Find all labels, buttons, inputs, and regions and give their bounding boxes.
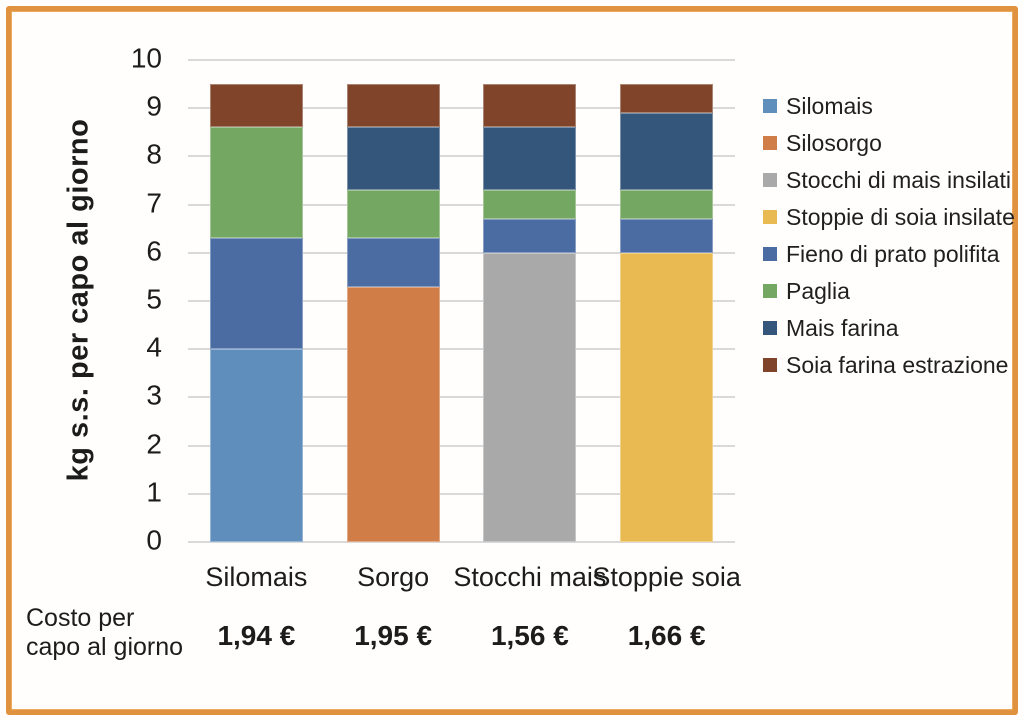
legend-item: Stocchi di mais insilati (763, 168, 1015, 192)
bar-segment (620, 84, 714, 114)
legend-swatch-icon (763, 99, 777, 113)
bar-segment (346, 127, 440, 191)
y-tick-label: 5 (146, 283, 162, 315)
legend-swatch-icon (763, 284, 777, 298)
cost-value: 1,95 € (354, 620, 433, 651)
bar-segment (620, 219, 714, 253)
x-category-label: Silomais (205, 562, 308, 592)
legend-label: Stoppie di soia insilate (786, 204, 1015, 230)
bar-segment (346, 286, 440, 542)
legend-swatch-icon (763, 173, 777, 187)
bar-segment (483, 190, 577, 220)
legend-label: Stocchi di mais insilati (786, 167, 1011, 193)
cost-value: 1,94 € (217, 620, 296, 651)
grid-line (188, 59, 735, 61)
legend-item: Silomais (763, 94, 1015, 118)
legend-item: Paglia (763, 279, 1015, 303)
legend-item: Stoppie di soia insilate (763, 205, 1015, 229)
legend-swatch-icon (763, 136, 777, 150)
grid-line (188, 396, 735, 399)
grid-line (188, 300, 735, 302)
y-tick-label: 7 (146, 187, 162, 219)
bar-segment (209, 84, 303, 128)
bar-segment (346, 238, 440, 287)
bar-segment (620, 252, 714, 542)
bar-segment (483, 127, 577, 191)
cost-row-label-line1: Costo per (26, 604, 135, 632)
legend-swatch-icon (763, 358, 777, 372)
grid-line (188, 251, 735, 254)
bar-segment (209, 127, 303, 239)
legend-label: Silomais (786, 93, 873, 119)
grid-line (188, 444, 735, 447)
y-tick-label: 9 (146, 90, 162, 122)
bar-segment (209, 238, 303, 350)
y-tick-label: 8 (146, 139, 162, 171)
legend-item: Fieno di prato polifita (763, 242, 1015, 266)
y-tick-label: 1 (146, 476, 162, 508)
legend-swatch-icon (763, 247, 777, 261)
grid-line (188, 492, 735, 495)
plot-area (188, 59, 735, 543)
x-category-label: Sorgo (357, 562, 430, 592)
grid-line (188, 203, 735, 206)
legend-item: Mais farina (763, 316, 1015, 340)
y-tick-label: 4 (146, 331, 162, 363)
legend-label: Paglia (786, 278, 850, 304)
bar-segment (620, 190, 714, 220)
legend-label: Soia farina estrazione (786, 352, 1009, 378)
y-tick-label: 2 (146, 428, 162, 460)
bar-segment (209, 349, 303, 542)
legend-item: Silosorgo (763, 131, 1015, 155)
y-tick-label: 10 (130, 42, 162, 74)
legend: Silomais Silosorgo Stocchi di mais insilat… (763, 94, 1015, 390)
bar-segment (483, 84, 577, 128)
bar-segment (620, 113, 714, 191)
bar-segment (346, 84, 440, 128)
legend-swatch-icon (763, 321, 777, 335)
cost-row-label-line2: capo al giorno (26, 633, 184, 661)
cost-row-label: Costo per capo al giorno (26, 604, 183, 662)
legend-swatch-icon (763, 210, 777, 224)
x-category-label: Stocchi mais (453, 562, 607, 592)
grid-line (188, 107, 735, 110)
y-tick-label: 0 (146, 524, 162, 556)
legend-label: Silosorgo (786, 130, 882, 156)
legend-label: Mais farina (786, 315, 899, 341)
x-category-label: Stoppie soia (592, 562, 741, 592)
grid-line (188, 155, 735, 158)
cost-value: 1,56 € (490, 620, 569, 651)
y-tick-label: 6 (146, 235, 162, 267)
cost-value: 1,66 € (627, 620, 706, 651)
legend-item: Soia farina estrazione (763, 353, 1015, 377)
y-tick-label: 3 (146, 380, 162, 412)
grid-line (188, 541, 735, 543)
bar-segment (483, 252, 577, 542)
legend-label: Fieno di prato polifita (786, 241, 1000, 267)
bar-segment (346, 190, 440, 239)
bar-segment (483, 219, 577, 253)
grid-line (188, 348, 735, 351)
